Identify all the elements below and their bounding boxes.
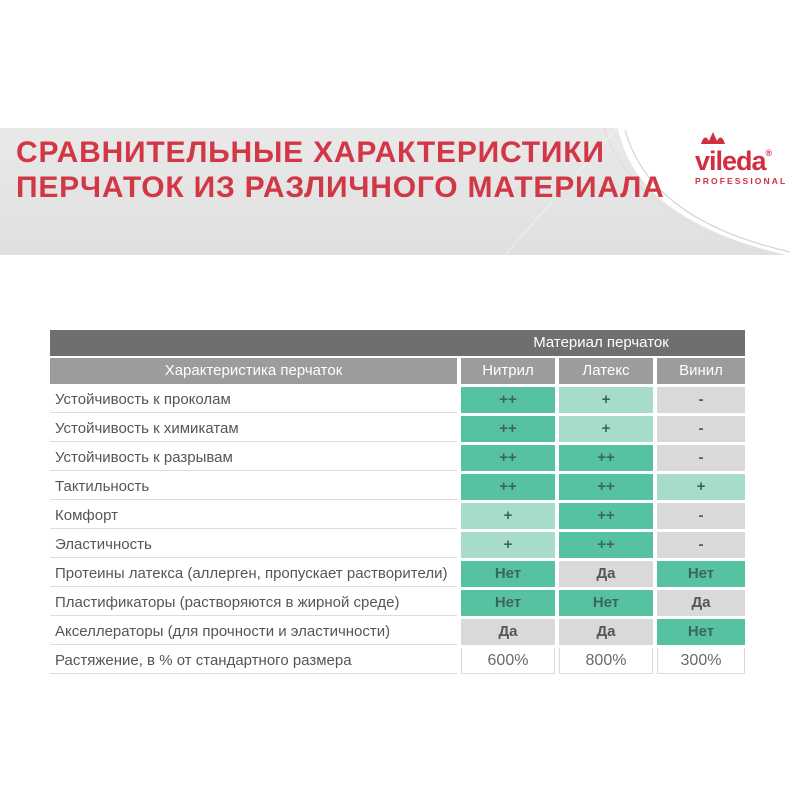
table-group-header-row: Материал перчаток	[50, 330, 745, 356]
row-label: Устойчивость к разрывам	[50, 445, 457, 471]
value-cell: ++	[559, 474, 653, 500]
column-header-nitrile: Нитрил	[461, 358, 555, 384]
value-cell: -	[657, 416, 745, 442]
row-label: Пластификаторы (растворяются в жирной ср…	[50, 590, 457, 616]
value-cell: Нет	[461, 590, 555, 616]
logo-brand-text: vileda	[695, 146, 767, 176]
comparison-table: Материал перчаток Характеристика перчато…	[50, 330, 745, 674]
value-cell: ++	[461, 474, 555, 500]
header-band: СРАВНИТЕЛЬНЫЕ ХАРАКТЕРИСТИКИ ПЕРЧАТОК ИЗ…	[0, 128, 800, 255]
value-cell: Да	[657, 590, 745, 616]
logo-wordmark: vileda®	[695, 140, 787, 175]
value-cell: Нет	[657, 619, 745, 645]
value-cell: ++	[559, 532, 653, 558]
value-cell: 300%	[657, 648, 745, 674]
row-label: Устойчивость к химикатам	[50, 416, 457, 442]
value-cell: Да	[559, 561, 653, 587]
value-cell: -	[657, 445, 745, 471]
value-cell: +	[559, 387, 653, 413]
value-cell: ++	[461, 416, 555, 442]
value-cell: -	[657, 387, 745, 413]
column-header-latex: Латекс	[559, 358, 653, 384]
row-label: Растяжение, в % от стандартного размера	[50, 648, 457, 674]
row-label: Протеины латекса (аллерген, пропускает р…	[50, 561, 457, 587]
logo-subtitle: PROFESSIONAL	[695, 176, 788, 186]
swoosh-graphic	[504, 128, 800, 255]
value-cell: 600%	[461, 648, 555, 674]
page-title-line1: СРАВНИТЕЛЬНЫЕ ХАРАКТЕРИСТИКИ	[16, 136, 605, 169]
crown-icon	[701, 132, 725, 144]
value-cell: -	[657, 503, 745, 529]
row-label: Эластичность	[50, 532, 457, 558]
column-header-vinyl: Винил	[657, 358, 745, 384]
value-cell: Да	[461, 619, 555, 645]
page-title: СРАВНИТЕЛЬНЫЕ ХАРАКТЕРИСТИКИ ПЕРЧАТОК ИЗ…	[16, 135, 665, 205]
value-cell: ++	[461, 387, 555, 413]
table-body: Устойчивость к проколам ++ + - Устойчиво…	[50, 387, 745, 674]
value-cell: Нет	[559, 590, 653, 616]
registered-mark: ®	[765, 148, 773, 158]
value-cell: -	[657, 532, 745, 558]
value-cell: 800%	[559, 648, 653, 674]
value-cell: ++	[559, 503, 653, 529]
value-cell: +	[559, 416, 653, 442]
value-cell: Нет	[657, 561, 745, 587]
value-cell: +	[657, 474, 745, 500]
value-cell: ++	[559, 445, 653, 471]
value-cell: Нет	[461, 561, 555, 587]
row-label: Комфорт	[50, 503, 457, 529]
column-header-feature: Характеристика перчаток	[50, 358, 457, 384]
value-cell: Да	[559, 619, 653, 645]
value-cell: +	[461, 532, 555, 558]
vileda-logo: vileda® PROFESSIONAL	[695, 132, 787, 186]
value-cell: +	[461, 503, 555, 529]
value-cell: ++	[461, 445, 555, 471]
row-label: Акселлераторы (для прочности и эластично…	[50, 619, 457, 645]
page-title-line2: ПЕРЧАТОК ИЗ РАЗЛИЧНОГО МАТЕРИАЛА	[16, 171, 665, 204]
group-header-material: Материал перчаток	[533, 334, 669, 351]
row-label: Устойчивость к проколам	[50, 387, 457, 413]
table-column-header-row: Характеристика перчаток Нитрил Латекс Ви…	[50, 358, 745, 384]
row-label: Тактильность	[50, 474, 457, 500]
